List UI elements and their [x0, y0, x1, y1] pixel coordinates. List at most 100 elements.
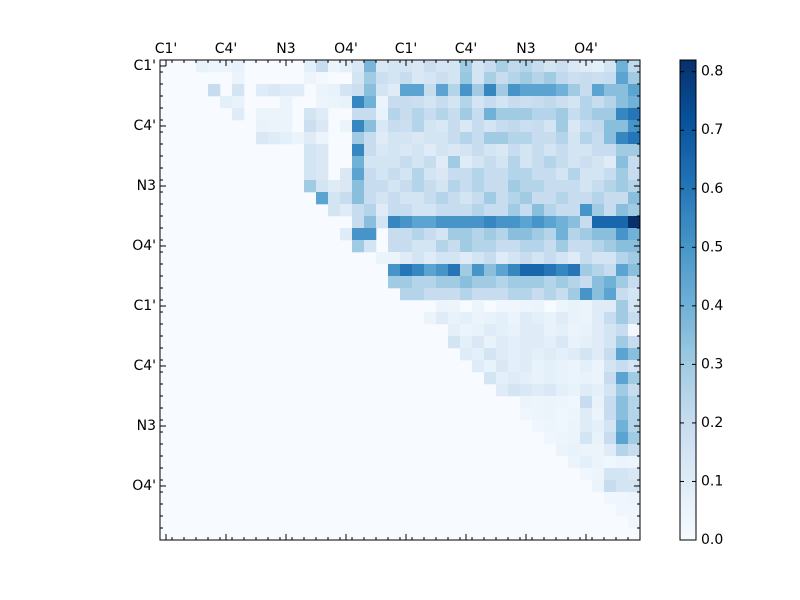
heatmap-cell — [592, 156, 605, 169]
heatmap-cell — [604, 348, 617, 361]
heatmap-cell — [472, 360, 485, 373]
heatmap-cell — [520, 156, 533, 169]
heatmap-cell — [352, 216, 365, 229]
heatmap-cell — [352, 144, 365, 157]
heatmap-cell — [628, 384, 641, 397]
axis-tick-labels: C1' C4' N3 O4' C1' C4' N3 O4' C1' C4' N3 O4' C1' C4' N… — [132, 41, 598, 494]
heatmap-cell — [604, 132, 617, 145]
heatmap-cell — [400, 144, 413, 157]
heatmap-cell — [472, 252, 485, 265]
heatmap-cell — [412, 156, 425, 169]
heatmap-cell — [484, 60, 497, 73]
heatmap-cell — [580, 228, 593, 241]
heatmap-cell — [532, 72, 545, 85]
heatmap-cell — [520, 192, 533, 205]
heatmap-cell — [388, 84, 401, 97]
heatmap-cell — [364, 216, 377, 229]
heatmap-cell — [532, 336, 545, 349]
heatmap-cell — [580, 444, 593, 457]
heatmap-cell — [568, 132, 581, 145]
heatmap-cell — [340, 192, 353, 205]
heatmap-cell — [280, 108, 293, 121]
heatmap-cell — [628, 72, 641, 85]
heatmap-cell — [256, 120, 269, 133]
heatmap-cell — [316, 96, 329, 109]
heatmap-cell — [616, 480, 629, 493]
heatmap-cells — [160, 60, 641, 540]
heatmap-cell — [532, 144, 545, 157]
heatmap-cell — [592, 480, 605, 493]
axis-ticks — [159, 59, 641, 541]
heatmap-cell — [544, 312, 557, 325]
heatmap-cell — [580, 216, 593, 229]
heatmap-cell — [448, 192, 461, 205]
heatmap-cell — [544, 192, 557, 205]
heatmap-cell — [568, 360, 581, 373]
heatmap-cell — [556, 420, 569, 433]
heatmap-cell — [496, 240, 509, 253]
heatmap-cell — [388, 228, 401, 241]
heatmap-cell — [628, 144, 641, 157]
heatmap-cell — [412, 264, 425, 277]
heatmap-cell — [544, 252, 557, 265]
heatmap-cell — [496, 384, 509, 397]
heatmap-cell — [592, 456, 605, 469]
heatmap-cell — [484, 156, 497, 169]
heatmap-cell — [616, 468, 629, 481]
heatmap-cell — [328, 96, 341, 109]
heatmap-cell — [412, 168, 425, 181]
heatmap-cell — [544, 432, 557, 445]
heatmap-cell — [304, 132, 317, 145]
heatmap-cell — [508, 264, 521, 277]
heatmap-cell — [304, 168, 317, 181]
heatmap-cell — [592, 204, 605, 217]
heatmap-cell — [616, 168, 629, 181]
heatmap-cell — [460, 132, 473, 145]
heatmap-cell — [616, 408, 629, 421]
heatmap-cell — [628, 168, 641, 181]
heatmap-cell — [556, 60, 569, 73]
heatmap-cell — [472, 156, 485, 169]
heatmap-cell — [556, 96, 569, 109]
heatmap-cell — [436, 96, 449, 109]
heatmap-cell — [352, 108, 365, 121]
heatmap-cell — [580, 312, 593, 325]
heatmap-cell — [592, 324, 605, 337]
heatmap-cell — [400, 72, 413, 85]
heatmap-cell — [424, 108, 437, 121]
heatmap-cell — [568, 204, 581, 217]
heatmap-cell — [592, 240, 605, 253]
heatmap-cell — [400, 120, 413, 133]
heatmap-cell — [436, 228, 449, 241]
heatmap-cell — [436, 180, 449, 193]
heatmap-cell — [556, 348, 569, 361]
heatmap-cell — [352, 120, 365, 133]
colorbar-tick-label: 0.3 — [701, 356, 723, 372]
heatmap-cell — [388, 276, 401, 289]
heatmap-cell — [460, 264, 473, 277]
heatmap-cell — [604, 240, 617, 253]
heatmap-cell — [604, 288, 617, 301]
heatmap-cell — [628, 84, 641, 97]
heatmap-cell — [580, 96, 593, 109]
heatmap-cell — [448, 276, 461, 289]
heatmap-cell — [532, 408, 545, 421]
heatmap-cell — [400, 180, 413, 193]
heatmap-cell — [568, 384, 581, 397]
heatmap-cell — [364, 192, 377, 205]
heatmap-cell — [388, 120, 401, 133]
heatmap-cell — [496, 336, 509, 349]
heatmap-cell — [484, 360, 497, 373]
heatmap-cell — [316, 120, 329, 133]
heatmap-cell — [604, 396, 617, 409]
heatmap-cell — [556, 132, 569, 145]
heatmap-cell — [424, 288, 437, 301]
heatmap-cell — [604, 72, 617, 85]
heatmap-cell — [484, 372, 497, 385]
heatmap-cell — [568, 156, 581, 169]
heatmap-cell — [628, 504, 641, 517]
heatmap-cell — [232, 60, 245, 73]
heatmap-cell — [508, 312, 521, 325]
heatmap-cell — [568, 60, 581, 73]
heatmap-cell — [580, 204, 593, 217]
